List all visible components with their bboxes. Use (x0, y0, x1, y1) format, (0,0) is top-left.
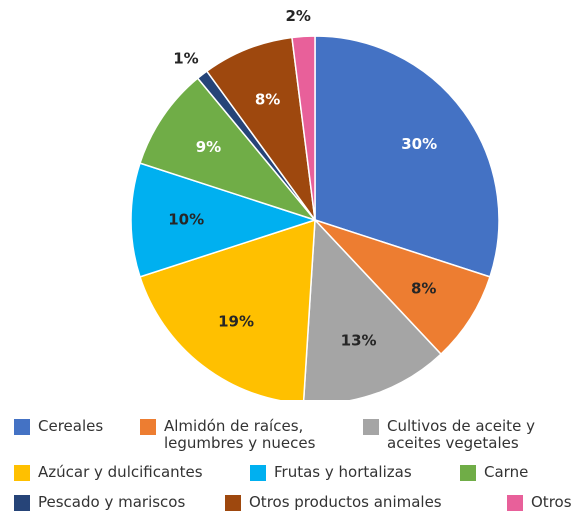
legend-item: Otros (507, 494, 583, 511)
legend-swatch (363, 419, 379, 435)
data-label: 8% (255, 91, 280, 109)
legend-item: Cereales (14, 418, 124, 435)
legend-swatch (460, 465, 476, 481)
legend-swatch (250, 465, 266, 481)
pie: 30% 8% 13% 19% 10% 9% 1% 8% 2% (130, 7, 500, 400)
legend-label: Frutas y hortalizas (274, 463, 412, 481)
pie-slice (314, 219, 491, 356)
legend-label: Pescado y mariscos (38, 493, 186, 511)
pie-slice (314, 35, 500, 278)
data-label: 13% (341, 332, 377, 350)
legend-label: Cultivos de aceite y aceites vegetales (387, 417, 535, 452)
legend-swatch (225, 495, 241, 511)
legend-label: Otros (531, 493, 572, 511)
legend-swatch (14, 465, 30, 481)
legend-item: Pescado y mariscos (14, 494, 214, 511)
legend-item: Cultivos de aceite y aceites vegetales (363, 418, 563, 452)
data-label: 8% (411, 280, 436, 298)
legend-label: Carne (484, 463, 529, 481)
pie-slice (130, 162, 318, 278)
data-label: 2% (285, 7, 310, 25)
legend-swatch (14, 495, 30, 511)
legend-item: Azúcar y dulcificantes (14, 464, 234, 481)
data-label: 10% (168, 211, 204, 229)
legend-swatch (507, 495, 523, 511)
legend-item: Almidón de raíces, legumbres y nueces (140, 418, 350, 452)
legend-label: Otros productos animales (249, 493, 442, 511)
pie-slice (291, 35, 316, 221)
legend-label: Azúcar y dulcificantes (38, 463, 203, 481)
legend-swatch (140, 419, 156, 435)
legend-swatch (14, 419, 30, 435)
data-label: 9% (196, 138, 221, 156)
legend-label: Almidón de raíces, legumbres y nueces (164, 417, 316, 452)
data-label: 19% (218, 312, 254, 330)
data-label: 30% (401, 135, 437, 153)
data-label: 1% (173, 49, 198, 67)
legend-item: Otros productos animales (225, 494, 495, 511)
legend-item: Carne (460, 464, 570, 481)
legend-label: Cereales (38, 417, 104, 435)
legend-item: Frutas y hortalizas (250, 464, 450, 481)
pie-slice (139, 218, 316, 400)
pie-slice (139, 77, 318, 222)
pie-slice (205, 36, 316, 221)
pie-slice (302, 218, 443, 400)
